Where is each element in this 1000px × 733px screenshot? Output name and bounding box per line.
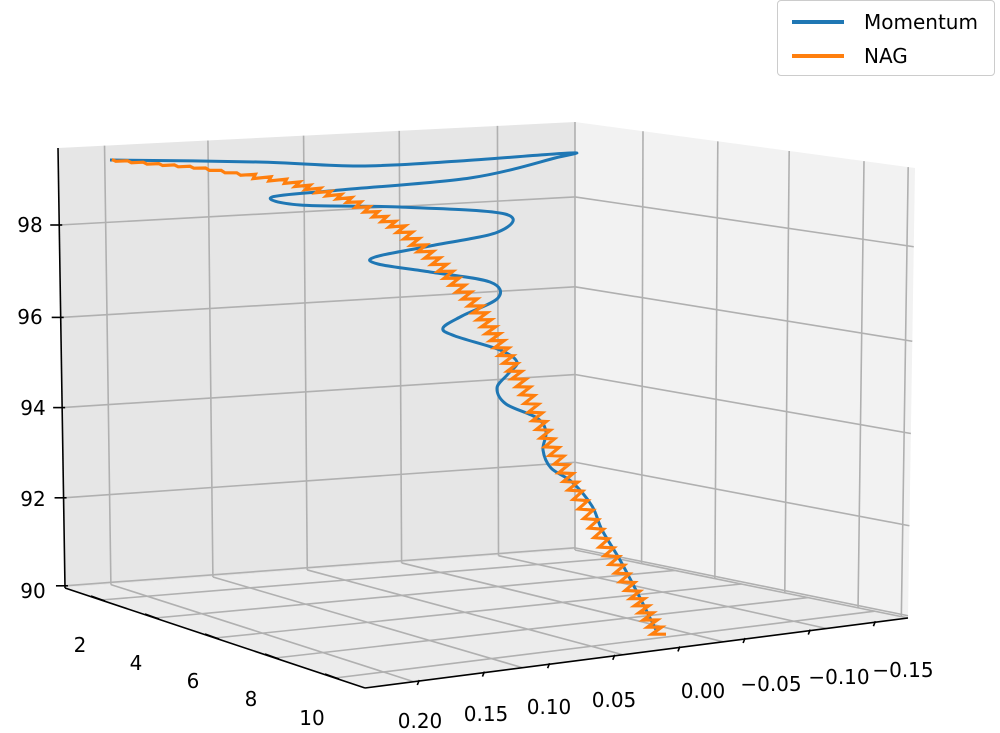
legend-item-momentum: Momentum <box>792 7 978 37</box>
momentum-swatch-icon <box>792 20 844 24</box>
side-pane <box>575 122 915 618</box>
tick-label: −0.10 <box>808 665 869 689</box>
gridlines <box>59 122 914 683</box>
tick-label: −0.05 <box>740 672 801 696</box>
nag-swatch-icon <box>792 54 844 58</box>
legend-label-momentum: Momentum <box>864 10 978 34</box>
tick-label: 0.15 <box>464 702 509 726</box>
momentum-series-line <box>109 151 659 633</box>
tick-label: 94 <box>20 396 45 420</box>
tick-label: −0.15 <box>872 658 933 682</box>
z-axis-tick-labels: 98 96 94 92 90 <box>17 213 45 603</box>
tick-label: 10 <box>299 706 324 730</box>
tick-label: 0.10 <box>527 695 572 719</box>
tick-label: 92 <box>20 487 45 511</box>
tick-label: 6 <box>187 669 200 693</box>
tick-label: 8 <box>245 687 258 711</box>
legend: Momentum NAG <box>777 0 995 76</box>
tick-label: 4 <box>130 651 143 675</box>
legend-item-nag: NAG <box>792 41 908 71</box>
tick-marks <box>50 224 877 686</box>
legend-label-nag: NAG <box>864 44 908 68</box>
y-axis-tick-labels: 0.20 0.15 0.10 0.05 0.00 −0.05 −0.10 −0.15 <box>398 658 934 733</box>
tick-label: 0.00 <box>681 679 726 703</box>
tick-label: 96 <box>17 305 42 329</box>
tick-label: 90 <box>20 579 45 603</box>
nag-series-line <box>111 157 667 636</box>
x-axis-tick-labels: 2 4 6 8 10 <box>74 633 325 730</box>
floor-pane <box>65 550 908 688</box>
tick-label: 2 <box>74 633 87 657</box>
tick-label: 0.05 <box>592 688 637 712</box>
tick-label: 0.20 <box>398 709 443 733</box>
tick-label: 98 <box>17 213 42 237</box>
